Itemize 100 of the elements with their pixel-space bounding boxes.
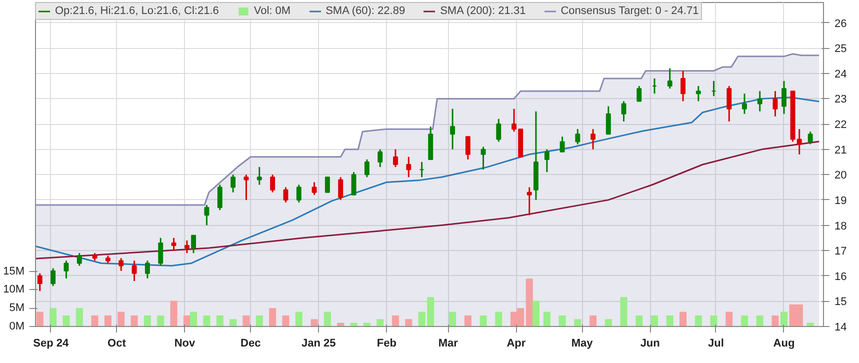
candlestick <box>184 240 190 254</box>
bar <box>780 312 788 326</box>
bar <box>190 312 198 326</box>
candlestick <box>575 128 580 145</box>
candlestick <box>132 260 137 282</box>
candlestick <box>312 181 317 196</box>
bar <box>574 319 582 326</box>
candlestick <box>450 108 456 150</box>
candlestick <box>351 171 356 196</box>
legend-label: SMA (200): 21.31 <box>440 5 526 17</box>
bar <box>230 319 237 326</box>
candlestick <box>560 136 565 153</box>
candlestick <box>465 136 470 160</box>
candlestick <box>480 146 486 170</box>
candlestick <box>118 257 124 272</box>
bar <box>144 315 151 326</box>
y-tick-label: 16 <box>834 270 847 283</box>
candlestick <box>270 174 276 194</box>
candlestick <box>256 166 262 186</box>
candlestick <box>144 260 150 280</box>
bar <box>376 319 384 326</box>
candlestick <box>171 237 176 252</box>
bar <box>620 297 628 326</box>
bar <box>216 315 224 326</box>
x-tick-label: Feb <box>376 338 397 350</box>
candlestick <box>680 70 686 102</box>
candlestick <box>667 68 672 90</box>
legend-label: SMA (60): 22.89 <box>326 5 406 17</box>
candlestick <box>621 100 626 122</box>
y2-tick-label: 10M <box>3 284 25 296</box>
bar <box>282 315 290 326</box>
x-tick-label: Jul <box>708 338 724 350</box>
candlestick <box>757 90 762 112</box>
bar <box>526 278 533 326</box>
y2-tick-label: 15M <box>3 265 25 278</box>
bar <box>36 312 44 326</box>
bar <box>590 315 597 326</box>
y-tick-label: 25 <box>834 43 847 56</box>
x-tick-label: Apr <box>506 338 526 350</box>
candlestick <box>544 148 550 173</box>
bar <box>666 315 674 326</box>
bar <box>604 319 612 326</box>
candlestick <box>406 156 412 178</box>
bar <box>694 315 702 326</box>
candlestick <box>496 118 502 142</box>
bar <box>256 315 263 326</box>
y-tick-label: 22 <box>834 119 847 131</box>
legend-label: Op:21.6, Hi:21.6, Lo:21.6, Cl:21.6 <box>55 5 219 17</box>
bar <box>710 315 718 326</box>
y-tick-label: 18 <box>834 220 847 232</box>
line-series <box>36 140 820 260</box>
candlestick <box>76 252 82 266</box>
candlestick <box>204 204 210 226</box>
bar <box>203 315 210 326</box>
candlestick <box>296 184 302 204</box>
y-tick-label: 15 <box>834 296 847 308</box>
x-tick-label: Jun <box>640 338 660 350</box>
y-tick-label: 20 <box>834 170 847 182</box>
bar <box>464 315 472 326</box>
bar <box>242 315 250 326</box>
y-tick-label: 17 <box>834 246 847 258</box>
bar <box>495 312 502 326</box>
bar <box>104 315 112 326</box>
x-tick-label: Sep 24 <box>33 338 70 350</box>
x-tick-label: Mar <box>438 338 459 350</box>
candlestick <box>244 174 249 201</box>
bar <box>62 315 70 326</box>
bar <box>310 319 318 326</box>
x-tick-label: Jan 25 <box>302 338 336 350</box>
candlestick <box>191 234 196 254</box>
candlestick <box>324 176 330 193</box>
candlestick <box>606 106 611 135</box>
candlestick <box>50 268 56 287</box>
candlestick <box>696 85 701 102</box>
candlestick <box>338 176 344 201</box>
bar <box>543 312 550 326</box>
legend-label: Consensus Target: 0 - 24.71 <box>560 5 699 17</box>
y-tick-label: 21 <box>834 144 847 156</box>
y-tick-label: 14 <box>834 322 847 334</box>
candlestick <box>742 92 747 115</box>
bar <box>726 312 733 326</box>
x-tick-label: Aug <box>773 338 795 350</box>
bar <box>130 315 138 326</box>
candlestick <box>772 90 778 118</box>
bar <box>170 300 178 326</box>
y-tick-label: 26 <box>834 18 847 30</box>
candlestick <box>378 148 383 168</box>
bar <box>558 315 566 326</box>
candlestick <box>590 128 596 150</box>
candlestick <box>393 148 398 168</box>
bar <box>91 315 98 326</box>
candlestick <box>782 80 786 115</box>
legend-label: Vol: 0M <box>254 5 291 17</box>
bar <box>157 315 164 326</box>
bar <box>50 308 57 326</box>
y-tick-label: 19 <box>834 194 847 207</box>
bar <box>650 315 658 326</box>
candlestick <box>796 128 802 156</box>
bar <box>480 315 487 326</box>
bar <box>532 300 540 326</box>
